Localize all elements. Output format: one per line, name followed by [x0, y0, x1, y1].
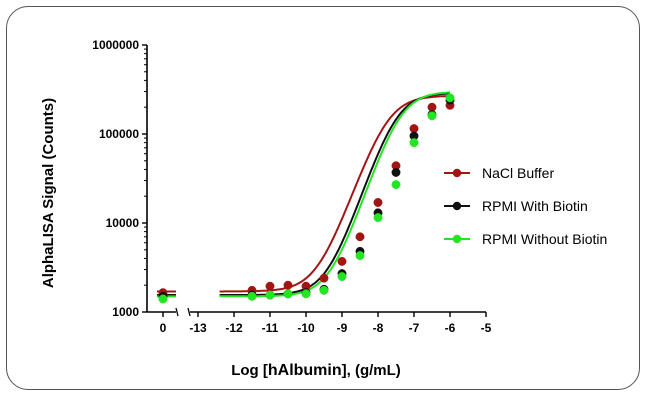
x-tick-label: -9 [337, 321, 348, 335]
data-point [247, 291, 257, 301]
legend: NaCl Buffer RPMI With Biotin RPMI Without … [444, 165, 607, 247]
x-tick-label: -8 [373, 321, 384, 335]
data-point [283, 289, 293, 299]
y-tick-label: 10000 [106, 216, 140, 230]
x-axis-label-suffix: ], (g/mL) [342, 362, 401, 379]
data-point [283, 280, 293, 290]
x-axis-label-prefix: Log [ [231, 362, 268, 379]
fit-curve [219, 95, 450, 293]
data-point [427, 111, 437, 121]
data-point [337, 272, 347, 282]
data-point [373, 198, 383, 207]
data-point [301, 289, 311, 299]
x-tick-label: -11 [262, 321, 279, 335]
x-axis-break-mark [187, 307, 191, 317]
x-tick-label: -5 [481, 321, 492, 335]
data-point [391, 167, 401, 177]
data-point [373, 213, 383, 223]
x-tick-label: -13 [189, 321, 207, 335]
data-point [319, 273, 329, 283]
y-tick-label: 1000000 [92, 38, 139, 52]
x-axis-label: Log [hAlbumin], (g/mL) [231, 362, 401, 379]
legend-label: RPMI With Biotin [482, 198, 588, 214]
legend-label: NaCl Buffer [482, 165, 554, 181]
data-point [337, 256, 347, 266]
data-point [355, 251, 365, 261]
x-axis-label-analyte: hAlbumin [268, 362, 342, 379]
data-points [158, 93, 455, 304]
y-tick-label: 100000 [99, 127, 139, 141]
y-axis-label: AlphaLISA Signal (Counts) [40, 98, 57, 288]
data-point [391, 180, 401, 190]
data-point [265, 290, 275, 300]
data-point [158, 294, 168, 304]
legend-marker [452, 234, 462, 244]
x-axis-break-mark [175, 307, 179, 317]
data-point [355, 232, 365, 242]
legend-marker [452, 168, 462, 178]
fit-curves [157, 91, 451, 298]
data-point [427, 102, 437, 112]
x-tick-label: -7 [409, 321, 420, 335]
x-tick-label: 0 [160, 321, 167, 335]
data-point [409, 138, 419, 148]
legend-label: RPMI Without Biotin [482, 231, 607, 247]
data-point [445, 93, 455, 103]
y-tick-label: 1000 [112, 305, 139, 319]
axes: 1000 10000 100000 1000000 0 -13 -12 -11 -10 -9 -8 -… [92, 38, 491, 335]
legend-marker [452, 201, 462, 211]
x-tick-label: -10 [297, 321, 315, 335]
x-tick-label: -12 [225, 321, 243, 335]
data-point [265, 281, 275, 291]
chart-frame [6, 6, 640, 390]
fit-curve [219, 92, 450, 297]
x-tick-label: -6 [445, 321, 456, 335]
data-point [319, 285, 329, 295]
fit-curve [219, 91, 451, 298]
